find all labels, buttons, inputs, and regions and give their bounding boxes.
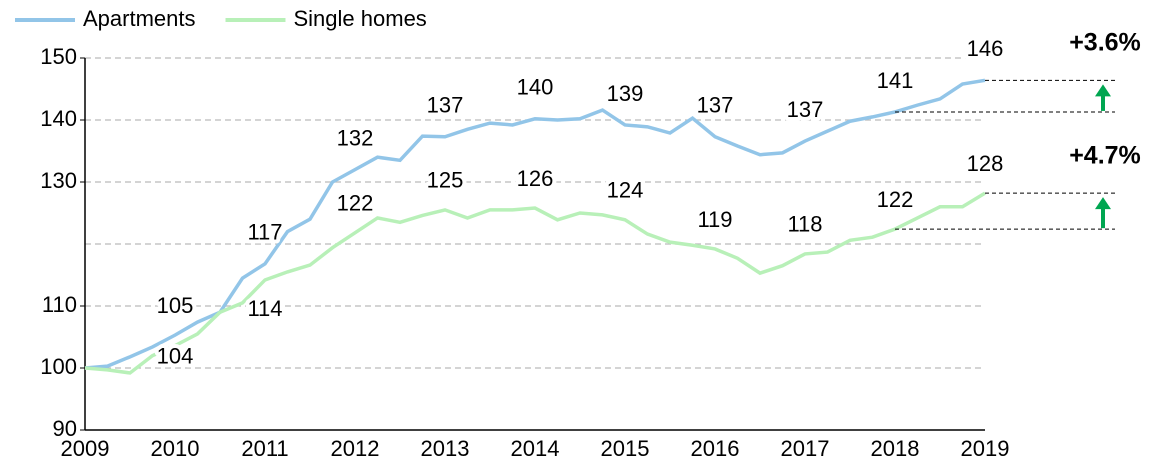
data-label: 139 [607,81,644,106]
x-tick-label: 2019 [961,436,1010,461]
x-tick-label: 2017 [781,436,830,461]
x-tick-label: 2016 [691,436,740,461]
data-label: 104 [157,343,194,368]
y-tick-label: 130 [40,168,77,193]
data-label: 122 [337,191,374,216]
data-label: 137 [697,93,734,118]
legend-label: Single homes [294,6,427,31]
data-label: 137 [787,97,824,122]
x-tick-label: 2018 [871,436,920,461]
data-label: 117 [247,220,282,245]
change-annotation: +3.6% [1069,29,1141,57]
data-label: 114 [247,296,282,321]
data-label: 128 [967,151,1004,176]
data-label: 146 [967,36,1004,61]
data-label: 119 [697,207,732,232]
x-tick-label: 2012 [331,436,380,461]
legend-label: Apartments [83,6,196,31]
y-tick-label: 100 [40,354,77,379]
change-annotation: +4.7% [1069,142,1141,170]
y-tick-label: 150 [40,44,77,69]
data-label: 122 [877,187,914,212]
data-label: 125 [427,168,464,193]
y-tick-label: 140 [40,106,77,131]
line-series [84,78,986,370]
x-tick-label: 2009 [61,436,110,461]
data-label: 140 [517,75,554,100]
y-tick-label: 110 [42,292,77,317]
data-label: 118 [787,212,822,237]
x-tick-label: 2013 [421,436,470,461]
y-tick-label: 90 [53,416,77,441]
line-series [84,191,986,375]
data-label: 124 [607,178,644,203]
x-tick-label: 2015 [601,436,650,461]
change-arrowhead [1095,197,1111,210]
x-tick-label: 2011 [241,436,288,461]
x-tick-label: 2010 [151,436,200,461]
x-tick-label: 2014 [511,436,560,461]
data-label: 105 [157,293,194,318]
data-label: 137 [427,93,464,118]
data-label: 132 [337,125,374,150]
data-label: 126 [517,166,554,191]
change-arrowhead [1095,84,1111,97]
data-label: 141 [877,68,914,93]
